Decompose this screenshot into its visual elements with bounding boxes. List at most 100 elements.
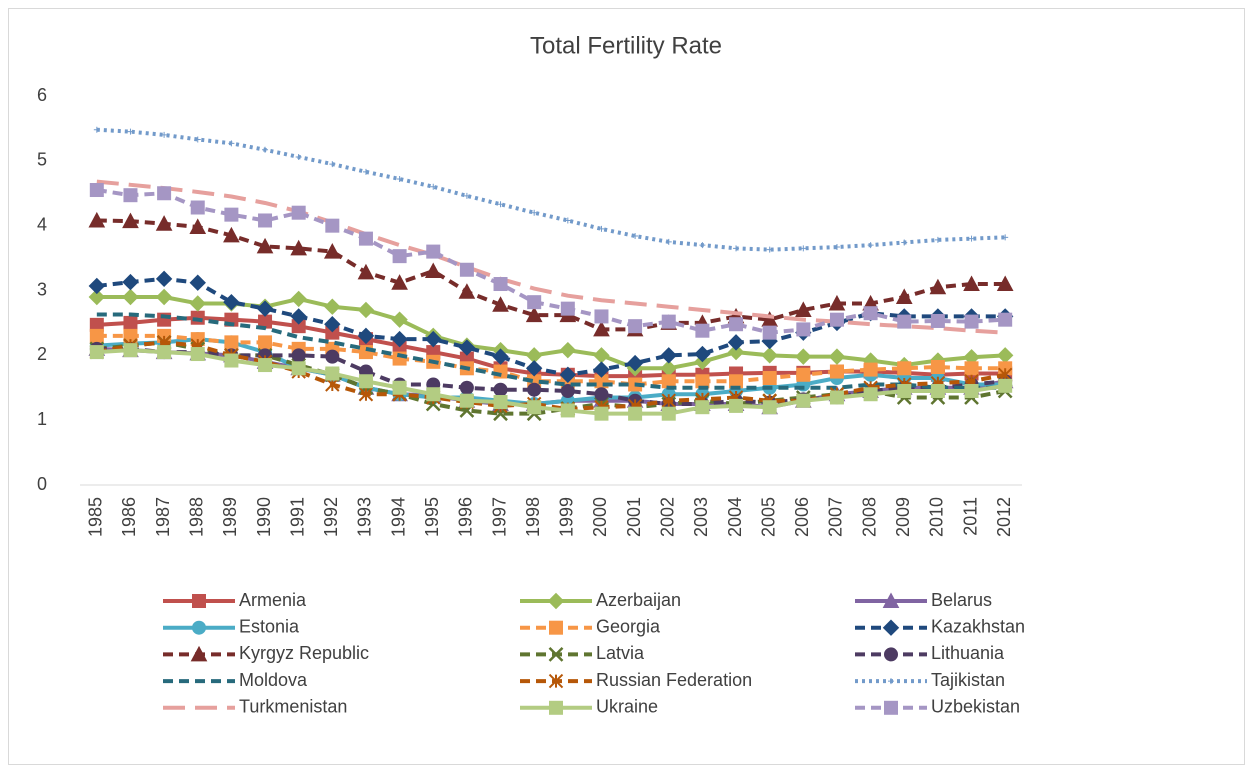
data-point: [564, 217, 571, 224]
data-point: [358, 374, 373, 389]
data-point: [425, 330, 442, 348]
data-point: [863, 306, 878, 321]
data-point: [324, 316, 341, 333]
series-line: [96, 294, 1006, 371]
data-point: [458, 283, 476, 299]
data-point: [895, 288, 913, 304]
data-point: [325, 366, 340, 381]
series-line: [96, 348, 1006, 416]
legend-label: Kazakhstan: [931, 616, 1025, 636]
data-point: [527, 382, 542, 397]
x-tick-label: 2008: [859, 497, 879, 537]
data-point: [89, 328, 104, 343]
series-line: [96, 218, 1006, 332]
data-point: [459, 380, 474, 395]
x-tick-label: 2004: [725, 497, 745, 537]
data-point: [459, 262, 474, 277]
data-point: [122, 288, 139, 306]
y-tick-label: 5: [37, 150, 47, 170]
data-point: [661, 406, 676, 421]
legend-marker: [549, 620, 563, 635]
legend-label: Estonia: [239, 616, 300, 636]
legend-marker: [192, 620, 206, 635]
data-point: [796, 367, 811, 382]
data-point: [224, 353, 239, 368]
data-point: [362, 168, 369, 175]
data-point: [964, 314, 979, 329]
x-tick-label: 2006: [792, 497, 812, 537]
x-tick-label: 1991: [287, 497, 307, 537]
data-point: [325, 349, 340, 364]
data-point: [157, 186, 172, 201]
series-line: [96, 337, 1006, 406]
data-point: [998, 378, 1013, 393]
legend-label: Turkmenistan: [239, 697, 347, 717]
data-point: [127, 128, 134, 135]
data-point: [155, 270, 173, 288]
data-point: [727, 334, 745, 351]
legend-marker: [882, 592, 900, 608]
data-point: [559, 341, 577, 359]
data-point: [527, 295, 542, 310]
data-point: [527, 400, 542, 415]
data-point: [560, 403, 575, 418]
data-point: [628, 406, 643, 421]
data-point: [626, 354, 644, 372]
data-point: [290, 239, 308, 256]
data-point: [695, 400, 710, 415]
data-point: [189, 218, 207, 234]
data-point: [358, 345, 373, 360]
x-tick-label: 1997: [489, 497, 509, 537]
series-line: [96, 312, 1006, 390]
data-point: [93, 126, 100, 133]
legend-marker: [549, 700, 563, 715]
data-point: [358, 387, 374, 402]
data-point: [929, 278, 947, 295]
x-tick-label: 1993: [355, 497, 375, 537]
legend-label: Lithuania: [931, 643, 1005, 663]
data-point: [295, 153, 302, 160]
data-point: [325, 218, 340, 233]
data-point: [963, 275, 980, 292]
data-point: [88, 288, 106, 306]
data-point: [525, 306, 543, 323]
y-tick-label: 1: [37, 409, 47, 429]
legend-label: Ukraine: [596, 697, 658, 717]
data-point: [189, 274, 206, 291]
legend-label: Kyrgyz Republic: [239, 643, 369, 663]
data-point: [391, 311, 408, 328]
data-point: [190, 347, 205, 362]
x-tick-label: 2012: [994, 497, 1014, 537]
x-tick-label: 2009: [893, 497, 913, 537]
data-point: [598, 225, 605, 232]
data-point: [329, 161, 336, 168]
data-point: [290, 290, 307, 308]
data-point: [492, 348, 509, 365]
legend-marker: [882, 619, 900, 636]
data-point: [123, 188, 138, 203]
data-point: [661, 393, 676, 408]
data-point: [761, 347, 778, 364]
x-tick-label: 2011: [960, 497, 980, 536]
legend-marker: [548, 647, 564, 662]
data-point: [828, 294, 846, 311]
data-point: [829, 390, 844, 405]
data-point: [632, 233, 639, 240]
data-point: [762, 371, 777, 386]
legend-marker: [547, 592, 565, 610]
y-tick-label: 2: [37, 344, 47, 364]
data-point: [426, 387, 441, 402]
legend-marker: [548, 673, 564, 689]
data-point: [189, 295, 206, 312]
data-point: [833, 244, 840, 251]
data-point: [930, 383, 945, 398]
data-point: [228, 140, 235, 147]
data-point: [392, 380, 407, 395]
data-point: [934, 236, 941, 243]
data-point: [391, 330, 408, 348]
data-point: [828, 348, 846, 365]
data-point: [123, 343, 138, 358]
legend-label: Uzbekistan: [931, 697, 1020, 717]
